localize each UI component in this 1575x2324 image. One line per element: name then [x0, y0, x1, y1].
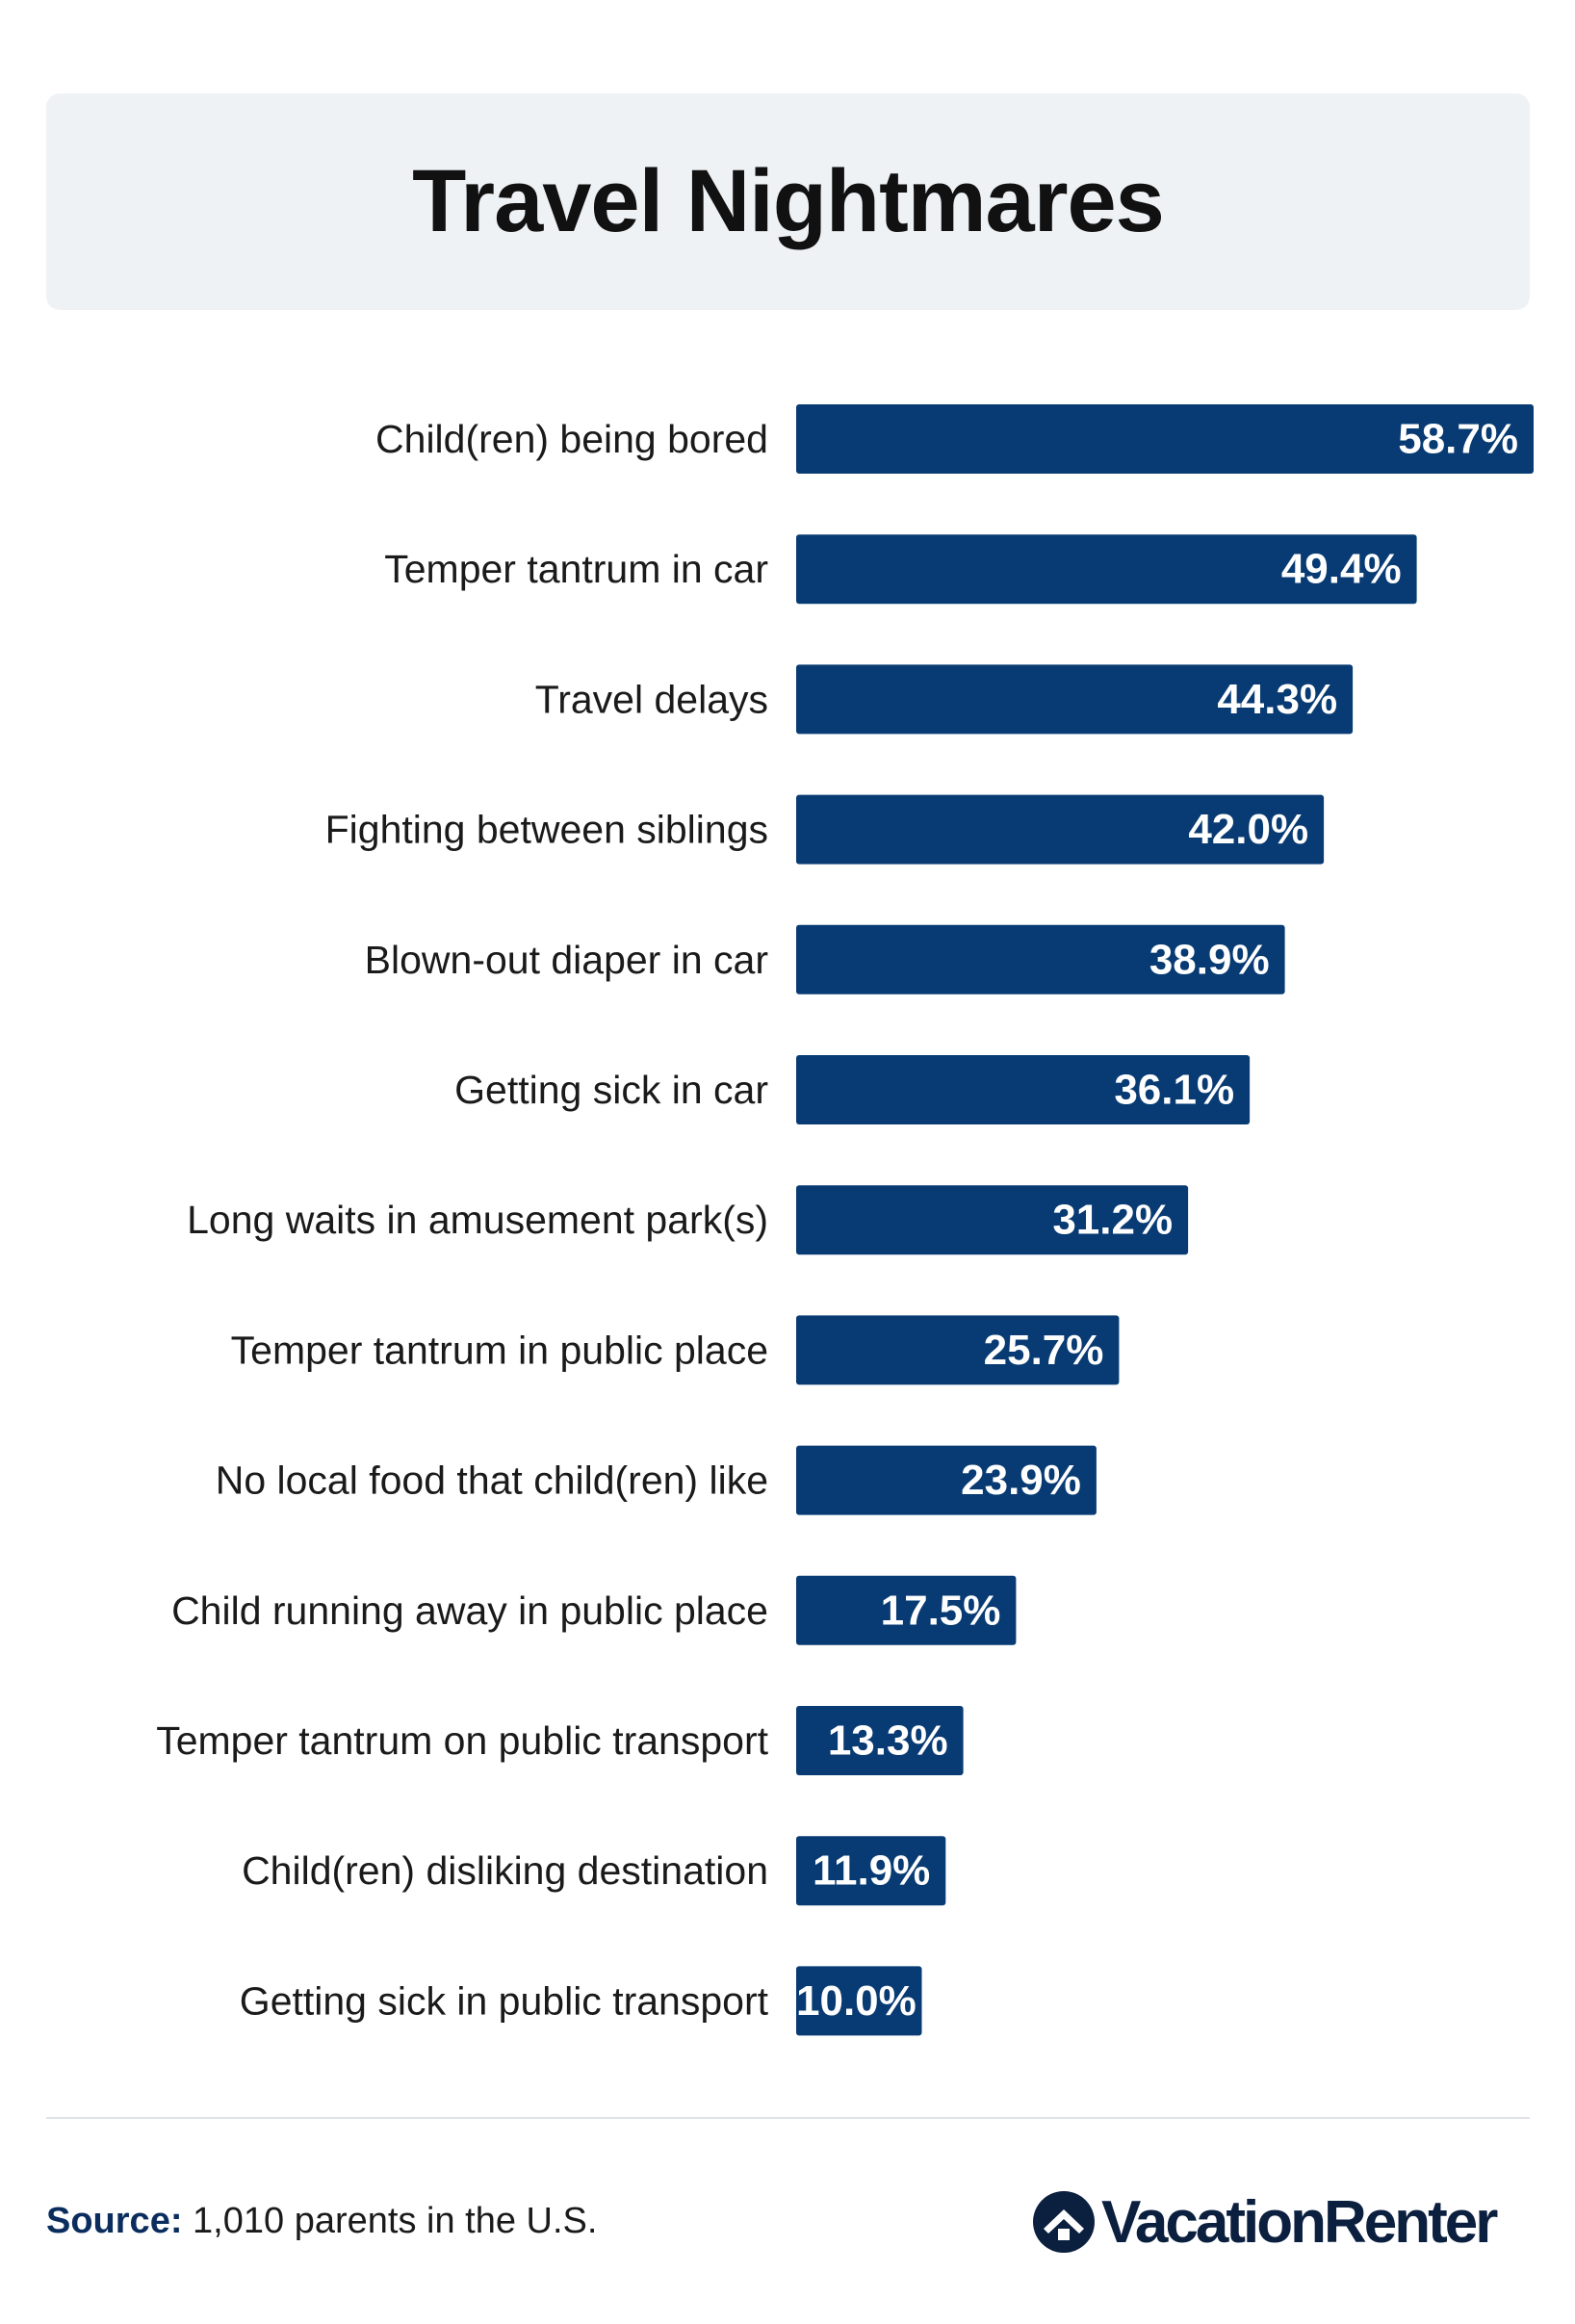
category-label: Getting sick in public transport: [240, 1978, 769, 2023]
category-label: Child(ren) being bored: [375, 417, 768, 461]
source-note: Source: 1,010 parents in the U.S.: [46, 2197, 597, 2245]
bar-value-label: 25.7%: [984, 1327, 1104, 1374]
bar-value-label: 38.9%: [1149, 936, 1270, 983]
category-label: No local food that child(ren) like: [216, 1459, 768, 1503]
bar: [796, 404, 1534, 474]
bar-value-label: 10.0%: [796, 1977, 917, 2025]
bar: [796, 1315, 1120, 1385]
bar: [796, 1706, 964, 1775]
source-text: 1,010 parents in the U.S.: [182, 2201, 598, 2241]
category-label: Travel delays: [535, 677, 768, 721]
house-icon: [1033, 2191, 1095, 2253]
bar: [796, 1836, 946, 1906]
footer-divider: [46, 2117, 1530, 2119]
logo-text: VacationRenter: [1101, 2188, 1498, 2256]
bar-value-label: 23.9%: [961, 1457, 1081, 1504]
category-label: Child running away in public place: [171, 1588, 768, 1633]
category-label: Child(ren) disliking destination: [242, 1848, 768, 1893]
bar-value-label: 49.4%: [1281, 546, 1402, 593]
bar-value-label: 36.1%: [1114, 1067, 1234, 1114]
category-label: Temper tantrum in public place: [231, 1328, 768, 1372]
bar-value-label: 13.3%: [828, 1717, 948, 1765]
bar: [796, 664, 1354, 735]
category-label: Fighting between siblings: [325, 808, 768, 852]
title-box: Travel Nightmares: [46, 93, 1530, 310]
source-label: Source:: [46, 2201, 183, 2241]
vacationrenter-logo: VacationRenter: [1032, 2183, 1533, 2260]
category-label: Temper tantrum on public transport: [156, 1718, 768, 1763]
bar: [796, 1055, 1251, 1124]
category-label: Long waits in amusement park(s): [187, 1198, 768, 1242]
category-label: Blown-out diaper in car: [365, 938, 768, 982]
bar: [796, 534, 1417, 605]
bar: [796, 794, 1325, 865]
bar: [796, 1445, 1097, 1515]
bar-value-label: 31.2%: [1052, 1197, 1173, 1244]
bar-value-label: 58.7%: [1398, 416, 1518, 463]
bar-value-label: 42.0%: [1188, 806, 1308, 853]
bar: [796, 1966, 922, 2036]
bar: [796, 1185, 1189, 1255]
category-label: Temper tantrum in car: [384, 547, 768, 591]
category-label: Getting sick in car: [454, 1068, 768, 1112]
bar-value-label: 44.3%: [1217, 676, 1337, 723]
bar: [796, 924, 1285, 994]
chart-title: Travel Nightmares: [412, 152, 1165, 250]
bar-value-label: 11.9%: [813, 1847, 930, 1895]
bar: [796, 1575, 1017, 1645]
bar-value-label: 17.5%: [881, 1587, 1001, 1634]
